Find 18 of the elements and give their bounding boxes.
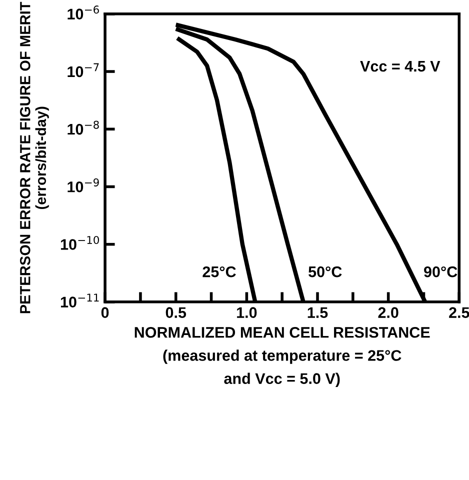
series-label: 90°C xyxy=(424,266,458,278)
y-tick-label: 10$^{−10}$ xyxy=(60,236,100,250)
y-axis-title: PETERSON ERROR RATE FIGURE OF MERIT (errors/bit-day) xyxy=(20,2,49,314)
x-tick-label: 0.5 xyxy=(166,307,186,318)
y-tick-label: 10$^{−8}$ xyxy=(68,120,99,135)
x-tick-label: 2.0 xyxy=(378,307,398,318)
y-tick-label: 10$^{−7}$ xyxy=(68,63,99,78)
series-label: 50°C xyxy=(308,266,342,278)
x-tick-label: 2.5 xyxy=(449,307,469,318)
x-tick-label: 1.5 xyxy=(308,307,328,318)
x-tick-label: 1.0 xyxy=(237,307,257,318)
y-tick-label: 10$^{−9}$ xyxy=(68,178,99,192)
x-axis-title: NORMALIZED MEAN CELL RESISTANCE (measured at temperature = 25°C and Vcc = 5.0 V) xyxy=(134,326,430,388)
x-tick-label: 0 xyxy=(101,307,109,318)
annotation: Vcc = 4.5 V xyxy=(360,61,440,72)
y-tick-label: 10$^{−11}$ xyxy=(60,294,99,308)
y-tick-label: 10$^{−6}$ xyxy=(68,6,99,20)
series-label: 25°C xyxy=(202,266,236,278)
